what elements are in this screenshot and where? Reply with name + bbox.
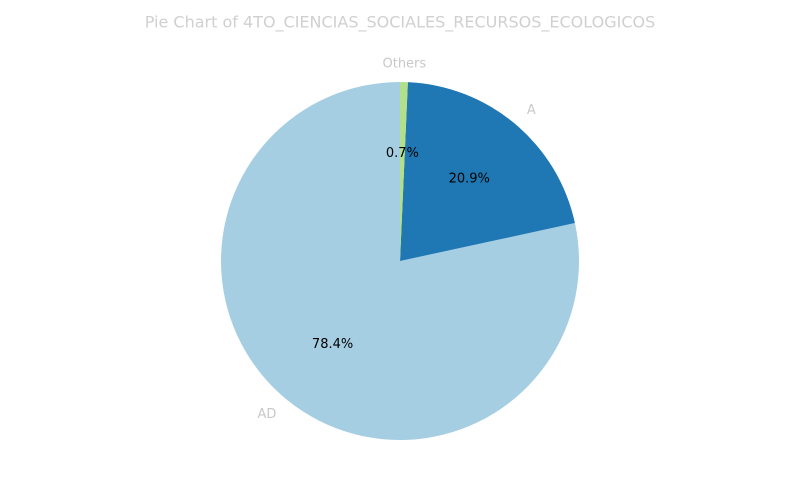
slice-percent: 78.4%	[312, 337, 353, 352]
slice-label: A	[527, 103, 536, 118]
slice-label: Others	[382, 57, 426, 72]
slice-label: AD	[258, 407, 277, 422]
slice-percent: 20.9%	[449, 171, 490, 186]
chart-title: Pie Chart of 4TO_CIENCIAS_SOCIALES_RECUR…	[145, 13, 656, 33]
pie-slice	[400, 82, 575, 262]
pie-slice	[400, 82, 408, 261]
slice-percent: 0.7%	[386, 146, 419, 161]
